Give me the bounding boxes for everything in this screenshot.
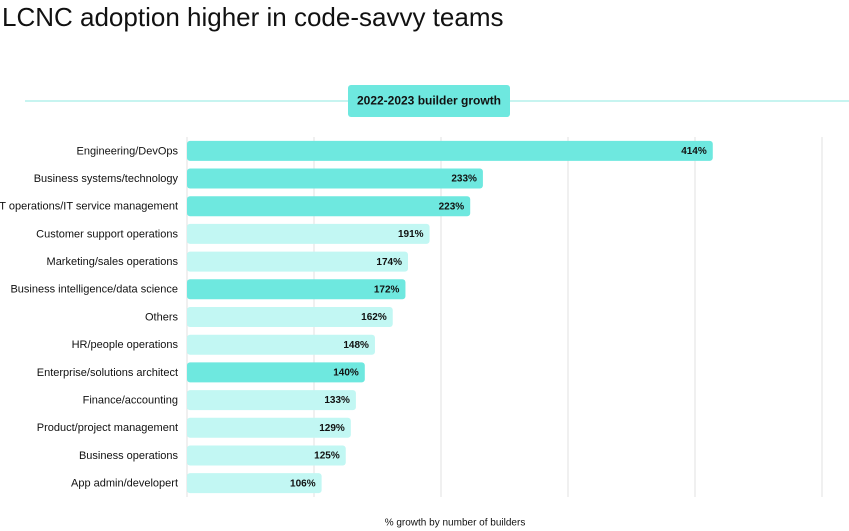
category-label: Engineering/DevOps	[76, 145, 178, 157]
value-label: 125%	[314, 451, 340, 462]
value-label: 191%	[398, 229, 424, 240]
value-label: 174%	[376, 257, 402, 268]
value-label: 133%	[324, 395, 350, 406]
bar	[187, 417, 351, 438]
value-label: 223%	[439, 201, 465, 212]
category-label: IT operations/IT service management	[0, 201, 178, 213]
value-label: 172%	[374, 284, 400, 295]
subtitle: 2022-2023 builder growth	[357, 94, 501, 108]
value-label: 162%	[361, 312, 387, 323]
bar	[187, 168, 483, 189]
category-label: Business intelligence/data science	[10, 284, 178, 296]
bar	[187, 307, 393, 327]
value-label: 148%	[343, 340, 369, 351]
subtitle-box	[348, 85, 510, 117]
category-label: Finance/accounting	[83, 394, 178, 406]
category-label: Enterprise/solutions architect	[37, 367, 178, 379]
category-label: App admin/developert	[71, 478, 178, 490]
bar	[187, 334, 375, 355]
bar	[187, 362, 365, 383]
category-label: Product/project management	[37, 422, 178, 434]
value-label: 129%	[319, 423, 345, 434]
value-label: 140%	[333, 368, 359, 379]
bar	[187, 196, 471, 217]
bar	[187, 223, 430, 244]
value-label: 414%	[681, 146, 707, 157]
category-label: Marketing/sales operations	[47, 256, 179, 268]
category-label: Business operations	[79, 450, 179, 462]
category-label: Customer support operations	[36, 228, 178, 240]
bar	[187, 251, 408, 272]
value-label: 106%	[290, 478, 316, 489]
category-label: Others	[145, 311, 179, 323]
bar	[187, 473, 322, 494]
value-label: 233%	[451, 174, 477, 185]
bar	[187, 445, 346, 466]
category-label: Business systems/technology	[34, 173, 179, 185]
bar	[187, 390, 356, 411]
category-label: HR/people operations	[72, 339, 179, 351]
chart-title: LCNC adoption higher in code-savvy teams	[2, 2, 503, 32]
bar	[187, 279, 406, 300]
bar	[187, 140, 713, 161]
x-axis-label: % growth by number of builders	[385, 518, 526, 529]
